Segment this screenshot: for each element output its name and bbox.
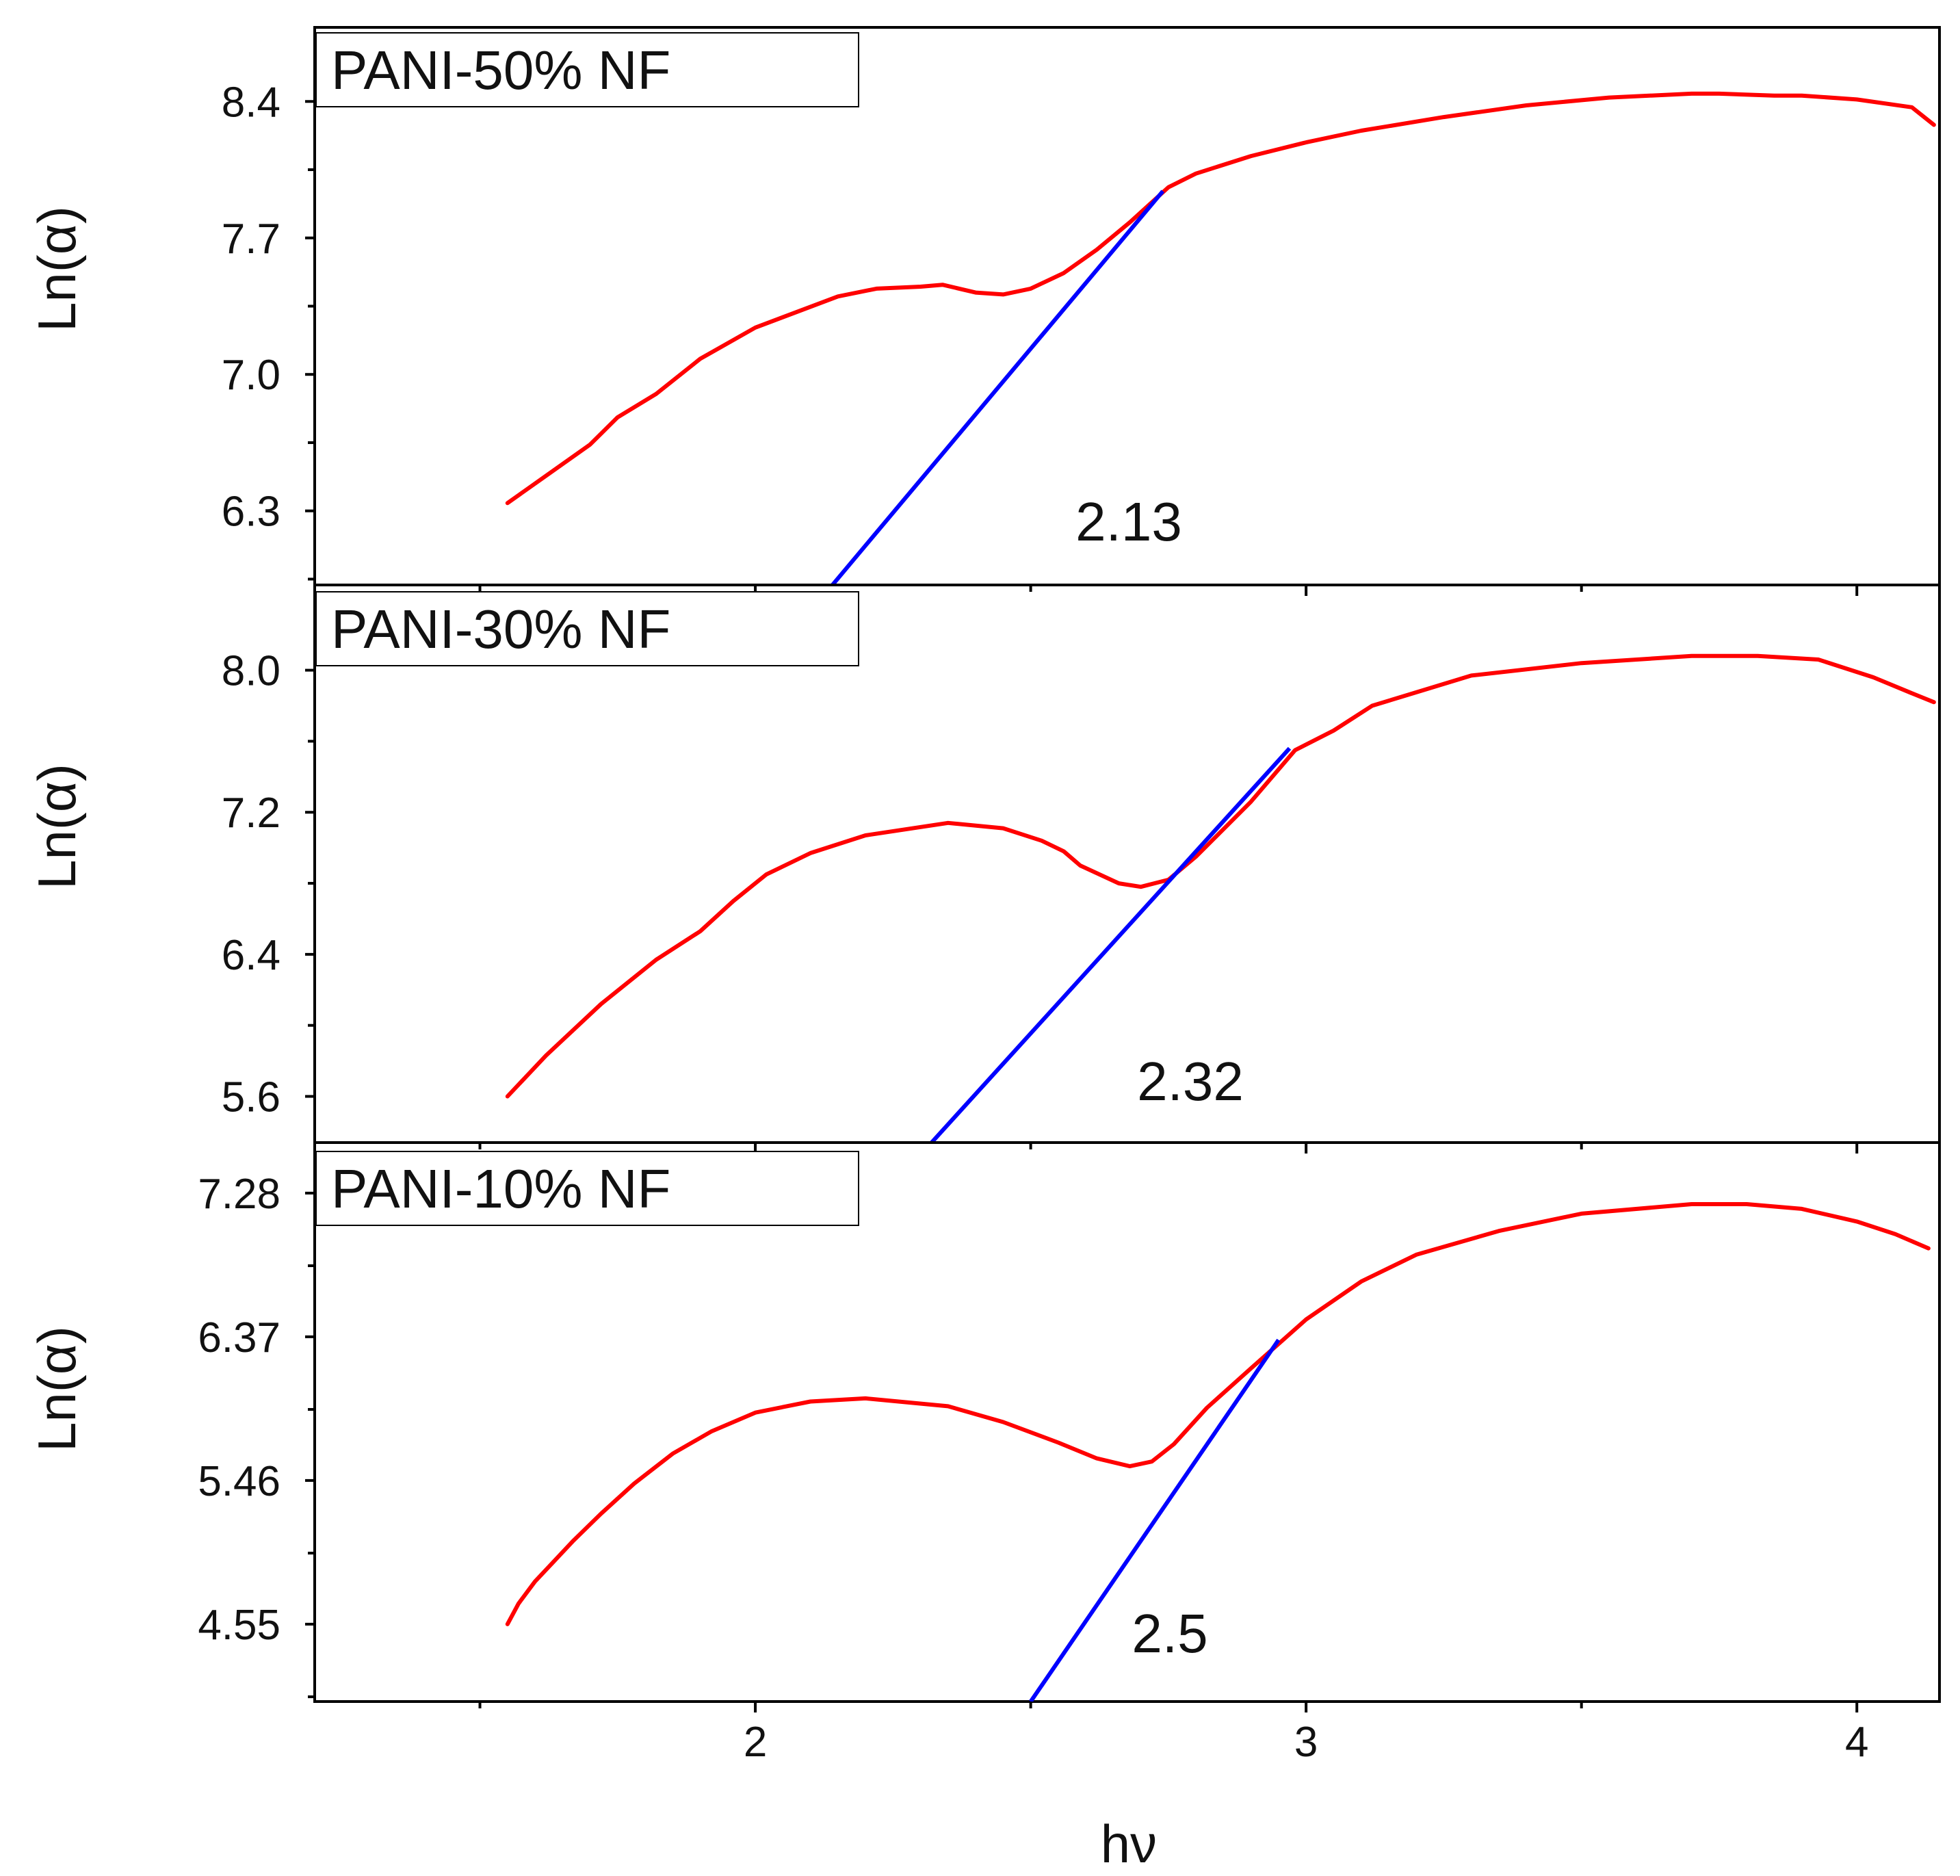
y-tick-label: 8.0 xyxy=(222,648,280,695)
x-tick-label: 3 xyxy=(1294,1719,1318,1766)
panel-title-box xyxy=(315,591,859,666)
absorption-curve xyxy=(505,1202,1931,1626)
y-tick-label: 5.46 xyxy=(198,1458,280,1505)
absorption-curve xyxy=(505,91,1936,506)
y-tick-label: 6.37 xyxy=(198,1314,280,1362)
y-tick-label: 6.4 xyxy=(222,932,280,979)
panel-frame xyxy=(313,584,1941,1144)
band-gap-label: 2.13 xyxy=(1075,491,1182,552)
absorption-curve xyxy=(505,653,1936,1099)
y-tick-label: 7.7 xyxy=(222,216,280,263)
band-gap-label: 2.5 xyxy=(1132,1603,1207,1664)
tangent-fit-line xyxy=(1029,1338,1281,1702)
panel-title: PANI-30% NF xyxy=(331,599,670,660)
y-tick-label: 4.55 xyxy=(198,1602,280,1649)
panel-title: PANI-50% NF xyxy=(331,40,670,101)
x-tick-label: 2 xyxy=(744,1719,767,1766)
y-tick-label: 7.28 xyxy=(198,1171,280,1218)
tangent-fit-line xyxy=(930,746,1292,1143)
tangent-fit-line xyxy=(831,190,1165,585)
y-tick-label: 7.2 xyxy=(222,790,280,837)
y-axis-label: Ln(α) xyxy=(27,1326,87,1452)
panel-title: PANI-10% NF xyxy=(331,1158,670,1219)
y-axis-label: Ln(α) xyxy=(27,206,87,332)
panel-title-box xyxy=(315,1151,859,1226)
y-tick-label: 5.6 xyxy=(222,1074,280,1121)
y-tick-label: 6.3 xyxy=(222,488,280,536)
panel-frame xyxy=(313,1141,1941,1703)
band-gap-label: 2.32 xyxy=(1137,1051,1244,1112)
panel-title-box xyxy=(315,32,859,107)
y-axis-label: Ln(α) xyxy=(27,764,87,889)
y-tick-label: 8.4 xyxy=(222,79,280,126)
x-axis-label: hν xyxy=(1101,1814,1157,1874)
x-tick-label: 4 xyxy=(1845,1719,1868,1766)
y-tick-label: 7.0 xyxy=(222,352,280,399)
